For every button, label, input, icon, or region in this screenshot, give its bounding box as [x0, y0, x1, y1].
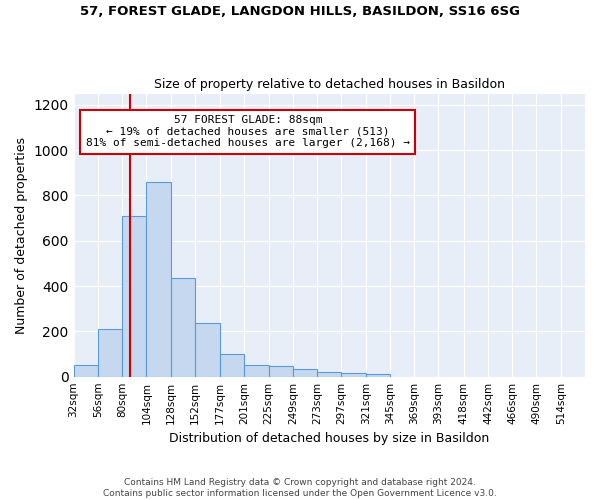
Bar [146, 182, 170, 376]
Bar [244, 366, 269, 376]
Bar [220, 354, 244, 376]
Text: Contains HM Land Registry data © Crown copyright and database right 2024.
Contai: Contains HM Land Registry data © Crown c… [103, 478, 497, 498]
Bar [317, 372, 341, 376]
Y-axis label: Number of detached properties: Number of detached properties [15, 136, 28, 334]
Bar [122, 216, 146, 376]
Text: 57 FOREST GLADE: 88sqm
← 19% of detached houses are smaller (513)
81% of semi-de: 57 FOREST GLADE: 88sqm ← 19% of detached… [86, 115, 410, 148]
Bar [293, 369, 317, 376]
Bar [98, 329, 122, 376]
Bar [170, 278, 195, 376]
X-axis label: Distribution of detached houses by size in Basildon: Distribution of detached houses by size … [169, 432, 490, 445]
Title: Size of property relative to detached houses in Basildon: Size of property relative to detached ho… [154, 78, 505, 91]
Bar [74, 366, 98, 376]
Bar [341, 374, 365, 376]
Text: 57, FOREST GLADE, LANGDON HILLS, BASILDON, SS16 6SG: 57, FOREST GLADE, LANGDON HILLS, BASILDO… [80, 5, 520, 18]
Bar [195, 324, 220, 376]
Bar [365, 374, 390, 376]
Bar [269, 366, 293, 376]
